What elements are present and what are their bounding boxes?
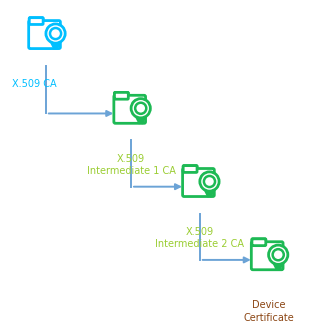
Polygon shape bbox=[278, 264, 282, 270]
FancyBboxPatch shape bbox=[251, 242, 283, 270]
Polygon shape bbox=[51, 43, 55, 49]
Circle shape bbox=[200, 172, 219, 191]
FancyBboxPatch shape bbox=[29, 21, 60, 49]
Circle shape bbox=[135, 103, 146, 114]
FancyBboxPatch shape bbox=[183, 165, 197, 172]
FancyBboxPatch shape bbox=[252, 239, 266, 246]
Polygon shape bbox=[209, 191, 213, 197]
FancyBboxPatch shape bbox=[114, 95, 146, 123]
FancyBboxPatch shape bbox=[183, 165, 197, 172]
FancyBboxPatch shape bbox=[115, 93, 128, 99]
Circle shape bbox=[46, 24, 65, 43]
FancyBboxPatch shape bbox=[115, 93, 128, 99]
FancyBboxPatch shape bbox=[182, 168, 214, 197]
FancyBboxPatch shape bbox=[29, 18, 43, 25]
Text: Device
Certificate: Device Certificate bbox=[243, 300, 294, 323]
Text: X.509 CA: X.509 CA bbox=[12, 79, 56, 89]
Polygon shape bbox=[55, 43, 60, 49]
Circle shape bbox=[50, 28, 61, 39]
Text: X.509
Intermediate 2 CA: X.509 Intermediate 2 CA bbox=[155, 227, 244, 250]
Polygon shape bbox=[205, 191, 209, 197]
Polygon shape bbox=[274, 264, 278, 270]
Circle shape bbox=[204, 176, 215, 187]
FancyBboxPatch shape bbox=[29, 18, 43, 25]
Polygon shape bbox=[137, 118, 141, 124]
Text: X.509
Intermediate 1 CA: X.509 Intermediate 1 CA bbox=[87, 154, 176, 176]
FancyBboxPatch shape bbox=[252, 239, 266, 246]
Circle shape bbox=[269, 245, 288, 264]
Polygon shape bbox=[141, 118, 145, 124]
Circle shape bbox=[131, 99, 150, 118]
Circle shape bbox=[273, 249, 284, 260]
